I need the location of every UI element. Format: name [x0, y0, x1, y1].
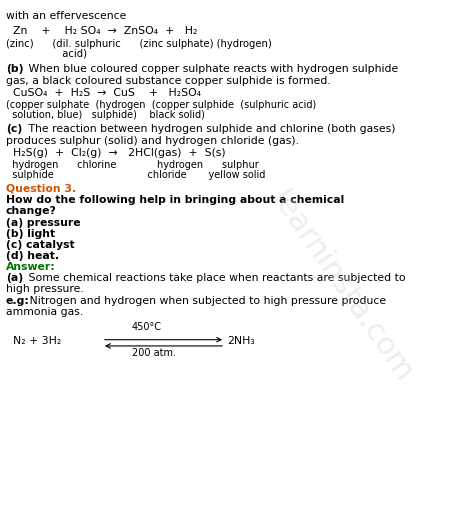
- Text: 2NH₃: 2NH₃: [228, 336, 255, 345]
- Text: How do the following help in bringing about a chemical: How do the following help in bringing ab…: [6, 195, 344, 205]
- Text: learninsta.com: learninsta.com: [264, 185, 418, 388]
- Text: ammonia gas.: ammonia gas.: [6, 307, 83, 317]
- Text: acid): acid): [6, 49, 87, 59]
- Text: e.g:: e.g:: [6, 296, 29, 306]
- Text: change?: change?: [6, 206, 56, 216]
- Text: N₂ + 3H₂: N₂ + 3H₂: [6, 336, 61, 345]
- Text: When blue coloured copper sulphate reacts with hydrogen sulphide: When blue coloured copper sulphate react…: [25, 64, 398, 73]
- Text: (zinc)      (dil. sulphuric      (zinc sulphate) (hydrogen): (zinc) (dil. sulphuric (zinc sulphate) (…: [6, 39, 272, 48]
- Text: (a) pressure: (a) pressure: [6, 218, 80, 228]
- Text: hydrogen      chlorine             hydrogen      sulphur: hydrogen chlorine hydrogen sulphur: [6, 160, 258, 170]
- Text: high pressure.: high pressure.: [6, 284, 83, 294]
- Text: (b) light: (b) light: [6, 229, 55, 239]
- Text: The reaction between hydrogen sulphide and chlorine (both gases): The reaction between hydrogen sulphide a…: [25, 124, 395, 134]
- Text: (c): (c): [6, 124, 22, 134]
- Text: Answer:: Answer:: [6, 262, 55, 271]
- Text: H₂S(g)  +  Cl₂(g)  →   2HCl(gas)  +  S(s): H₂S(g) + Cl₂(g) → 2HCl(gas) + S(s): [6, 148, 225, 158]
- Text: (copper sulphate  (hydrogen  (copper sulphide  (sulphuric acid): (copper sulphate (hydrogen (copper sulph…: [6, 100, 316, 110]
- Text: 200 atm.: 200 atm.: [132, 348, 176, 357]
- Text: gas, a black coloured substance copper sulphide is formed.: gas, a black coloured substance copper s…: [6, 76, 330, 85]
- Text: (b): (b): [6, 64, 23, 73]
- Text: (a): (a): [6, 273, 23, 283]
- Text: solution, blue)   sulphide)    black solid): solution, blue) sulphide) black solid): [6, 110, 205, 120]
- Text: sulphide                              chloride       yellow solid: sulphide chloride yellow solid: [6, 170, 265, 180]
- Text: Zn    +    H₂ SO₄  →  ZnSO₄  +   H₂: Zn + H₂ SO₄ → ZnSO₄ + H₂: [6, 26, 197, 36]
- Text: Nitrogen and hydrogen when subjected to high pressure produce: Nitrogen and hydrogen when subjected to …: [26, 296, 386, 306]
- Text: produces sulphur (solid) and hydrogen chloride (gas).: produces sulphur (solid) and hydrogen ch…: [6, 136, 299, 146]
- Text: (c) catalyst: (c) catalyst: [6, 240, 74, 250]
- Text: Some chemical reactions take place when reactants are subjected to: Some chemical reactions take place when …: [25, 273, 405, 283]
- Text: Question 3.: Question 3.: [6, 183, 76, 193]
- Text: (d) heat.: (d) heat.: [6, 251, 59, 260]
- Text: 450°C: 450°C: [132, 322, 162, 332]
- Text: with an effervescence: with an effervescence: [6, 11, 126, 21]
- Text: CuSO₄  +  H₂S  →  CuS    +   H₂SO₄: CuSO₄ + H₂S → CuS + H₂SO₄: [6, 88, 201, 98]
